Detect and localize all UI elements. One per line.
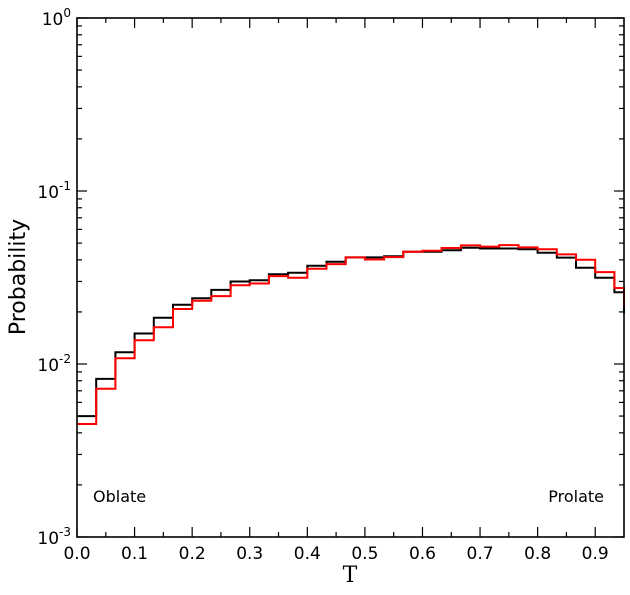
y-tick-label: 10-2 [37, 352, 71, 376]
x-axis-title: T [343, 563, 358, 588]
y-axis-title: Probability [6, 219, 31, 335]
x-tick-label: 0.5 [351, 544, 378, 564]
x-tick-label: 0.9 [582, 544, 609, 564]
y-tick-label: 10-3 [37, 525, 71, 549]
series-line-0 [77, 246, 625, 418]
x-tick-label: 0.1 [121, 544, 148, 564]
x-tick-label: 0.6 [409, 544, 436, 564]
tick-labels: 0.0 0.1 0.2 0.3 0.4 0.5 0.6 0.7 0.8 0.9 10-3 10-2 10… [37, 6, 608, 564]
x-tick-label: 0.4 [294, 544, 321, 564]
annotation-prolate: Prolate [548, 487, 604, 506]
y-tick-label: 10-1 [37, 179, 71, 203]
series-line-1 [77, 244, 625, 425]
series-layer [77, 244, 625, 425]
plot-frame [76, 17, 625, 538]
axis-ticks [76, 17, 624, 538]
x-tick-label: 0.2 [179, 544, 206, 564]
x-tick-label: 0.8 [524, 544, 551, 564]
x-tick-label: 0.7 [467, 544, 494, 564]
y-tick-label: 100 [42, 6, 71, 30]
annotation-oblate: Oblate [93, 487, 146, 506]
x-tick-label: 0.3 [236, 544, 263, 564]
x-tick-label: 0.0 [63, 544, 90, 564]
